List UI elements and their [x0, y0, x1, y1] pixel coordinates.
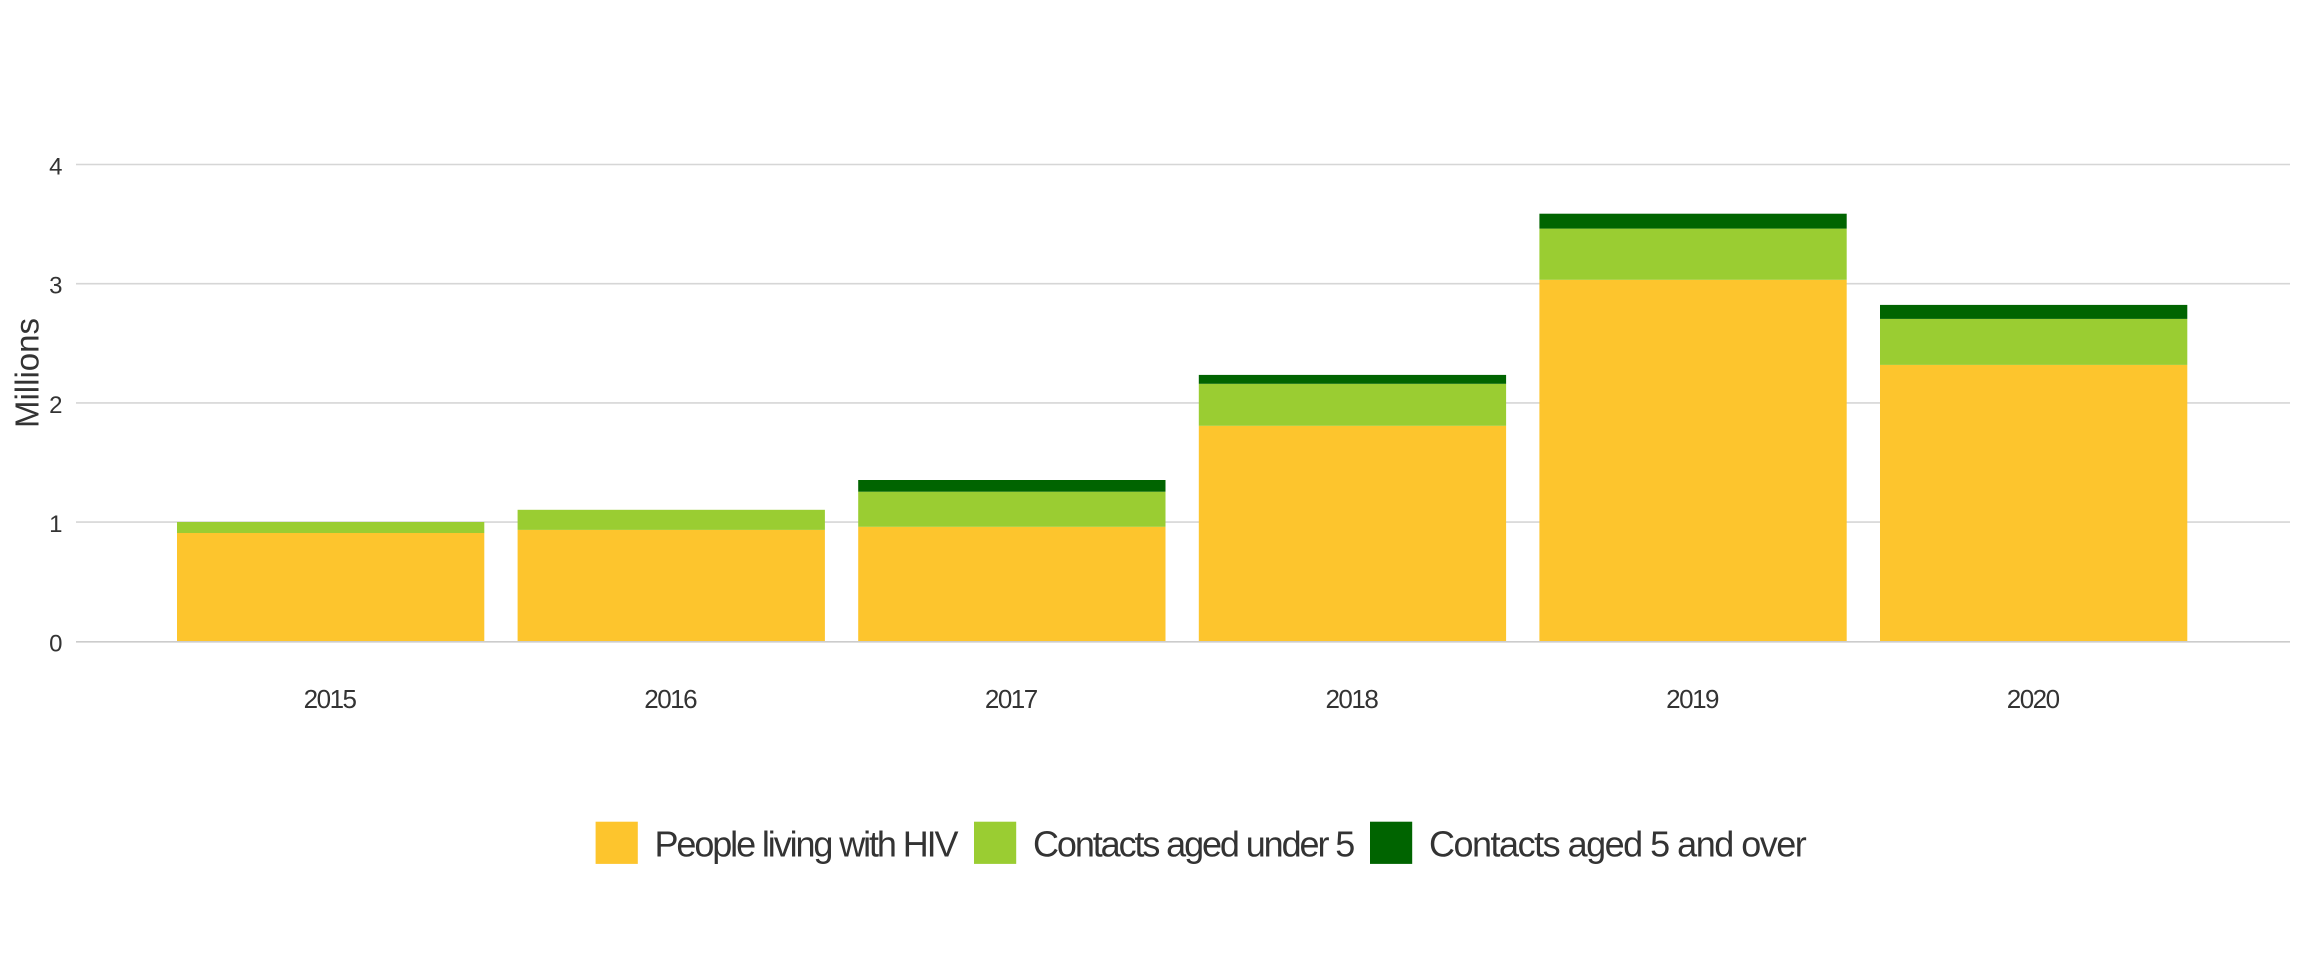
svg-text:2019: 2019: [1666, 684, 1719, 714]
svg-text:Contacts aged under 5: Contacts aged under 5: [1033, 824, 1354, 865]
svg-text:2016: 2016: [644, 684, 697, 714]
svg-text:2015: 2015: [304, 684, 357, 714]
svg-text:2018: 2018: [1325, 684, 1378, 714]
svg-text:0: 0: [49, 630, 62, 657]
svg-text:People living with HIV: People living with HIV: [655, 824, 959, 865]
svg-text:1: 1: [49, 511, 62, 538]
svg-text:4: 4: [49, 154, 62, 181]
svg-text:Contacts aged 5 and over: Contacts aged 5 and over: [1429, 824, 1807, 865]
svg-text:3: 3: [49, 273, 62, 300]
svg-text:Millions: Millions: [8, 318, 45, 428]
svg-text:2020: 2020: [2007, 684, 2060, 714]
svg-text:2: 2: [49, 392, 62, 419]
svg-text:2017: 2017: [985, 684, 1038, 714]
